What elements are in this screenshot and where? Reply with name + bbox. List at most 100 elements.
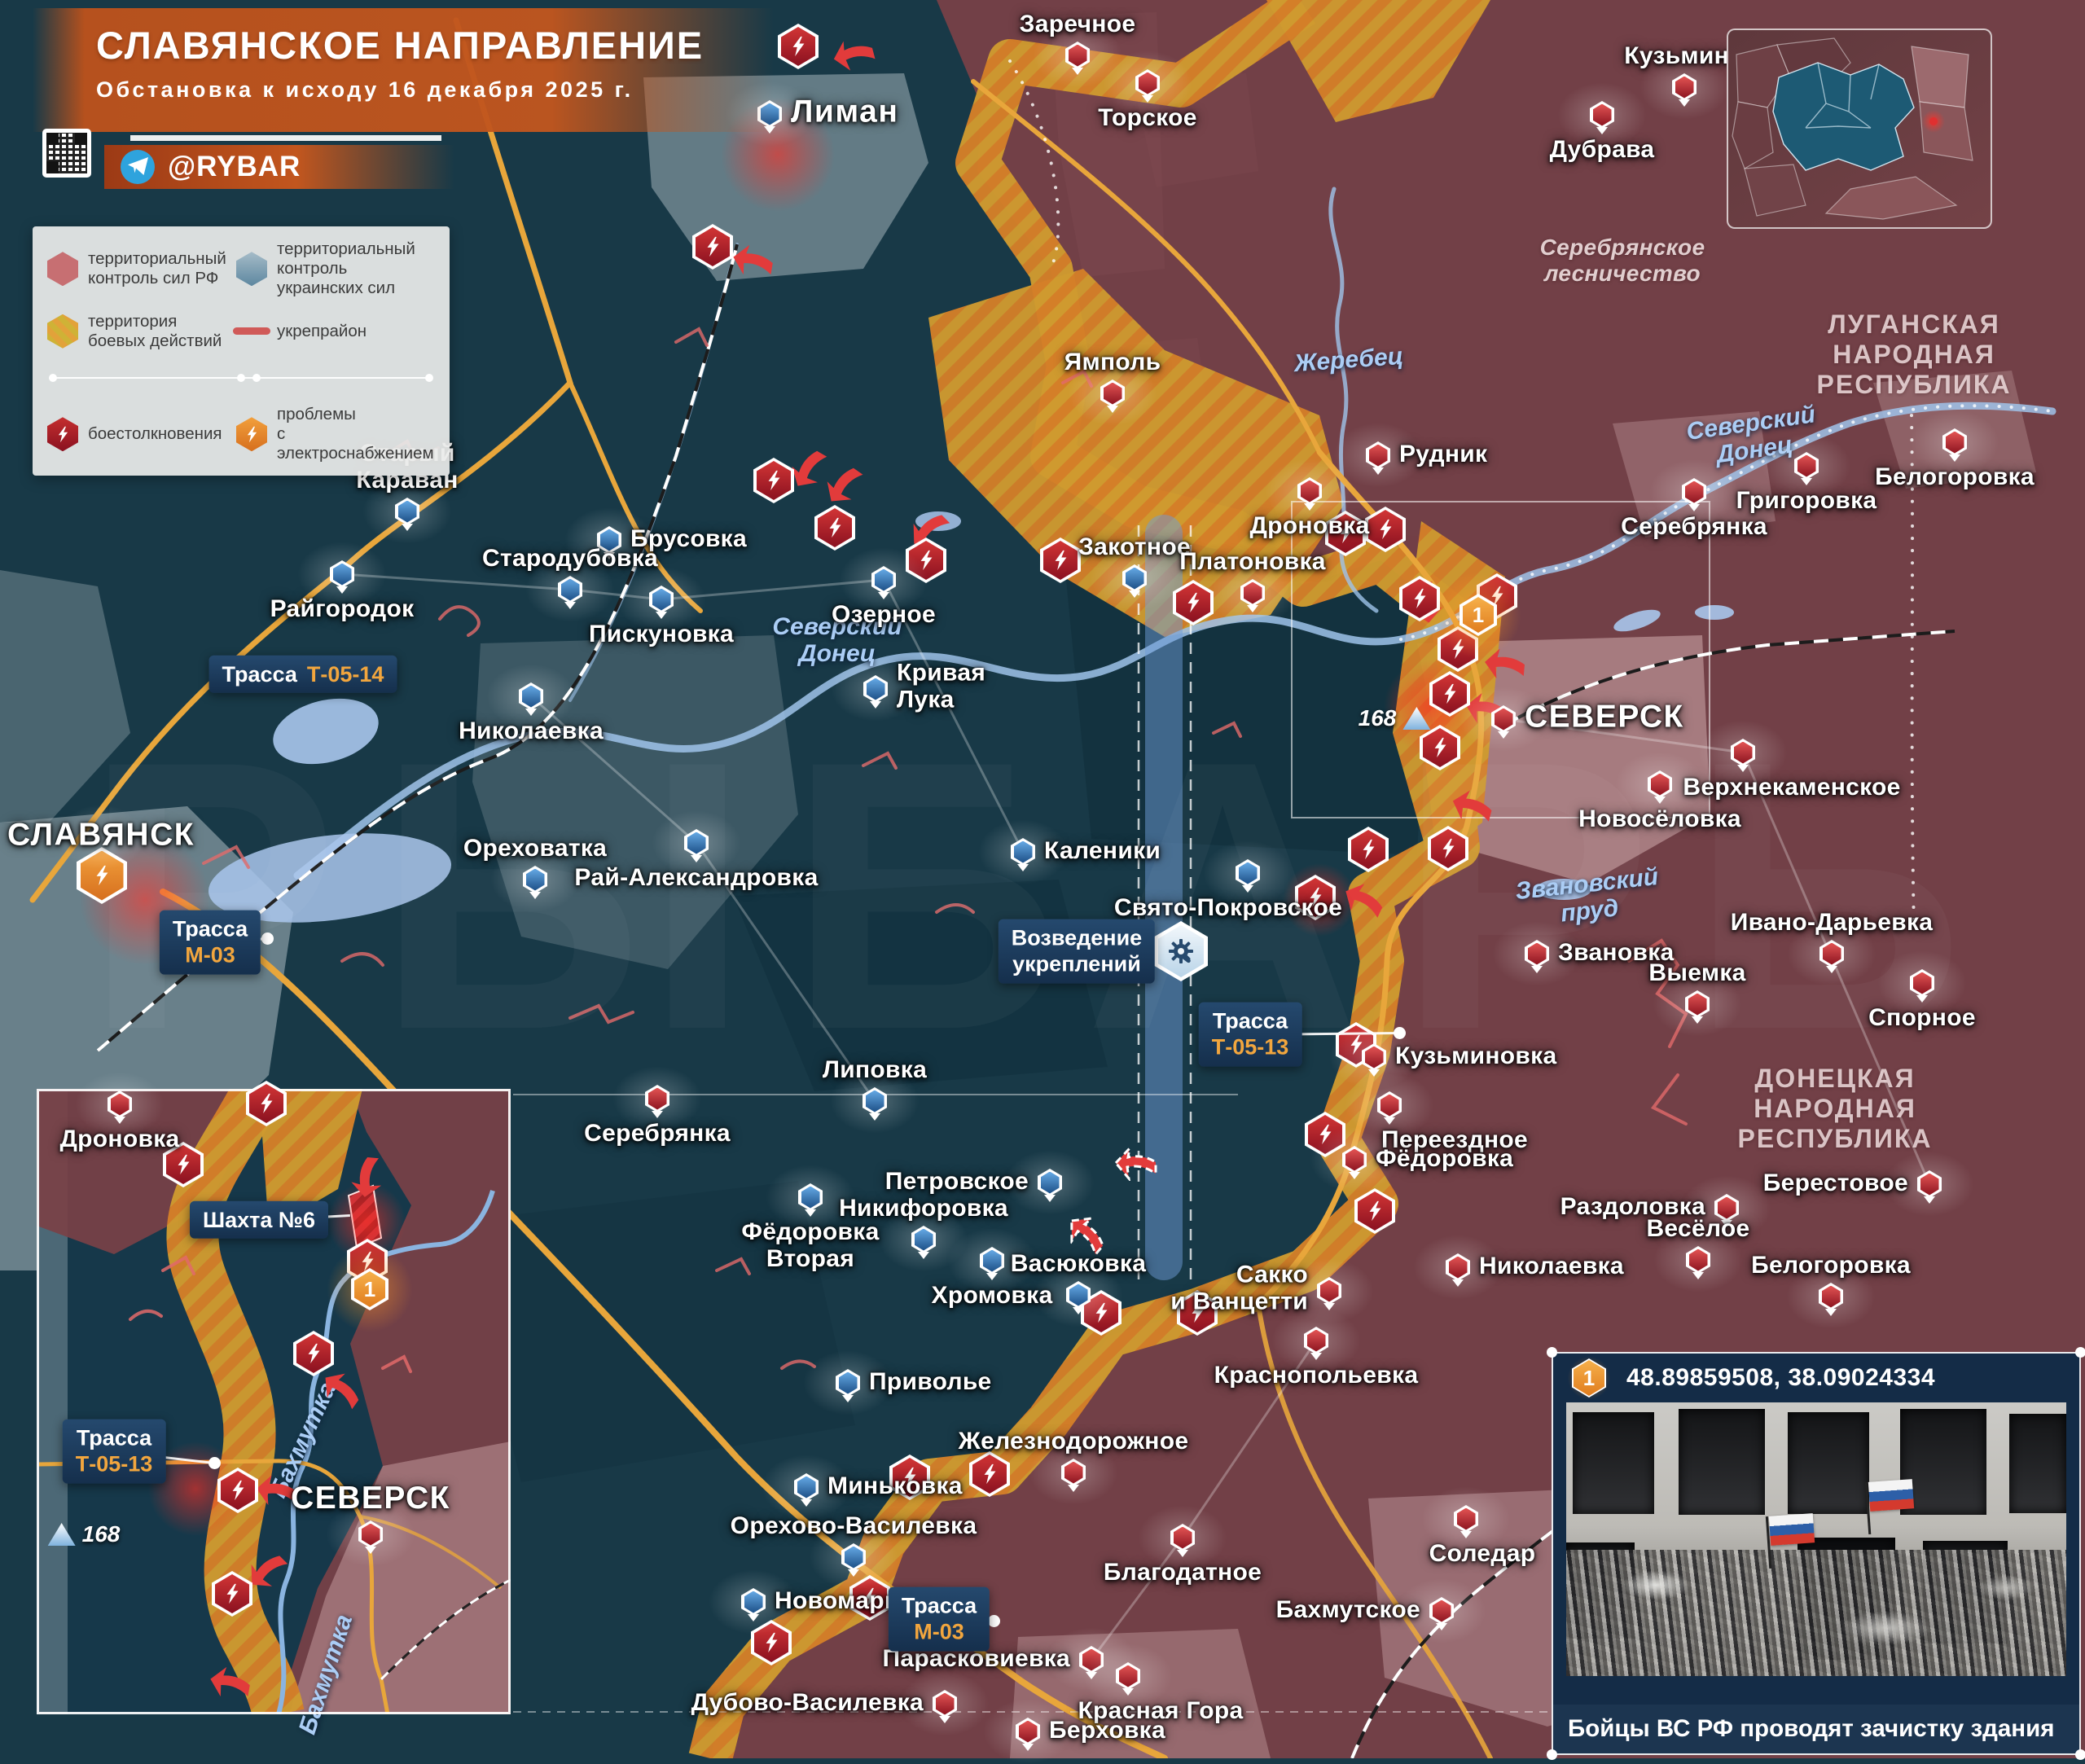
town-label: Фёдоровка bbox=[1376, 1144, 1514, 1172]
town-marker-pointer bbox=[1924, 1196, 1935, 1209]
town-marker-pointer bbox=[1436, 1623, 1447, 1636]
marker-fill bbox=[1456, 1507, 1476, 1530]
marker-fill bbox=[1103, 382, 1122, 405]
marker-fill bbox=[1138, 72, 1157, 94]
badge-hex: 1 bbox=[351, 1268, 388, 1310]
clash-fill bbox=[696, 227, 730, 266]
marker-fill bbox=[521, 685, 541, 708]
legend-label: территория боевых действий bbox=[88, 311, 222, 350]
channel-banner: @RYBAR bbox=[104, 145, 454, 189]
marker-fill bbox=[361, 1523, 380, 1546]
road-label-text: Трасса bbox=[901, 1593, 977, 1618]
badge-hex: 1 bbox=[1460, 594, 1497, 636]
town-marker-pointer bbox=[1349, 1172, 1360, 1185]
combat-zone-icon bbox=[47, 314, 78, 349]
height-marker: 168 bbox=[47, 1521, 121, 1547]
clash-fill bbox=[249, 1084, 283, 1123]
title-banner: СЛАВЯНСКОЕ НАПРАВЛЕНИЕ Обстановка к исхо… bbox=[33, 8, 774, 132]
marker-fill bbox=[1912, 972, 1932, 994]
marker-fill bbox=[1797, 454, 1816, 477]
ua-control-icon bbox=[236, 252, 267, 287]
town-marker-pointer bbox=[986, 1273, 998, 1286]
marker-fill bbox=[914, 1228, 933, 1251]
height-marker: 168 bbox=[1359, 705, 1431, 731]
town-marker-pointer bbox=[1692, 1272, 1704, 1285]
attack-arrow-icon bbox=[1058, 1205, 1116, 1262]
town-label: Ореховатка bbox=[463, 835, 608, 862]
town-marker-pointer bbox=[848, 1569, 859, 1582]
town-marker-pointer bbox=[1452, 1279, 1464, 1292]
town-marker-pointer bbox=[1107, 406, 1118, 419]
marker-fill bbox=[1013, 840, 1033, 863]
attack-arrow-icon bbox=[252, 1471, 301, 1511]
town-label: Благодатное bbox=[1103, 1559, 1262, 1586]
town-label: Петровское bbox=[884, 1167, 1029, 1195]
rubble-texture bbox=[1566, 1550, 2066, 1676]
town-marker-pointer bbox=[918, 1252, 929, 1265]
road-number: Т-05-14 bbox=[306, 661, 384, 687]
town-label: Кривая Лука bbox=[897, 659, 986, 713]
town-label: Орехово-Василевка bbox=[730, 1512, 977, 1539]
town-label: Закотное bbox=[1078, 533, 1191, 560]
road-label: Трасса Т-05-13 bbox=[62, 1419, 166, 1484]
town-label: Раздоловка bbox=[1560, 1192, 1705, 1220]
town-label: Кузьмино bbox=[1624, 42, 1745, 69]
height-value: 168 bbox=[81, 1521, 121, 1547]
height-value: 168 bbox=[1358, 705, 1397, 731]
marker-fill bbox=[1306, 1329, 1326, 1352]
clash-fill bbox=[1358, 1191, 1392, 1231]
marker-fill bbox=[1380, 1094, 1399, 1117]
town-marker-pointer bbox=[1068, 1485, 1079, 1498]
fortified-line-icon bbox=[233, 327, 270, 336]
marker-fill bbox=[982, 1249, 1002, 1272]
page-subtitle: Обстановка к исходу 16 декабря 2025 г. bbox=[96, 77, 634, 102]
town-label: Лиман bbox=[791, 94, 899, 129]
town-marker-pointer bbox=[525, 709, 537, 722]
marker-fill bbox=[935, 1692, 955, 1715]
russian-flag-icon bbox=[1868, 1479, 1915, 1512]
town-label: Торское bbox=[1098, 104, 1197, 131]
town-marker-pointer bbox=[1654, 796, 1666, 810]
town-marker-pointer bbox=[842, 1395, 854, 1408]
legend-label: боестолкновения bbox=[88, 424, 222, 444]
marker-fill bbox=[1448, 1256, 1468, 1279]
town-marker-pointer bbox=[1826, 966, 1837, 979]
clash-fill bbox=[972, 1455, 1007, 1494]
town-label: Никифоровка bbox=[839, 1195, 1008, 1222]
town-marker-pointer bbox=[1460, 1531, 1472, 1544]
marker-fill bbox=[110, 1093, 129, 1116]
marker-fill bbox=[1040, 1171, 1060, 1194]
town-label: Хромовка bbox=[931, 1282, 1053, 1309]
marker-fill bbox=[652, 588, 671, 611]
clash-fill bbox=[215, 1574, 249, 1613]
town-marker-pointer bbox=[1072, 68, 1083, 81]
qr-code bbox=[42, 129, 91, 178]
town-marker-pointer bbox=[336, 586, 348, 599]
town-label: Николаевка bbox=[459, 717, 604, 744]
town-label: Краснопольевка bbox=[1214, 1362, 1419, 1389]
attack-arrow-icon bbox=[1113, 1145, 1159, 1181]
town-label: Белогоровка bbox=[1751, 1252, 1911, 1279]
photo-coordinates: 48.89859508, 38.09024334 bbox=[1626, 1364, 1936, 1391]
marker-fill bbox=[1494, 708, 1513, 731]
clash-fill bbox=[754, 1623, 788, 1662]
town-label: Рудник bbox=[1399, 440, 1488, 467]
marker-fill bbox=[1920, 1173, 1939, 1196]
town-marker-pointer bbox=[402, 524, 413, 537]
town-label: СЕВЕРСК bbox=[1525, 699, 1684, 735]
clash-fill bbox=[1176, 583, 1210, 622]
marker-fill bbox=[874, 568, 893, 591]
connector-dot bbox=[988, 1615, 1000, 1627]
attack-arrow-icon bbox=[827, 31, 880, 77]
legend-item-rf-control: территориальный контроль сил РФ bbox=[47, 239, 236, 299]
road-label: Трасса М-03 bbox=[159, 910, 261, 975]
town-marker-pointer bbox=[365, 1547, 376, 1560]
town-label: Миньковка bbox=[827, 1472, 963, 1499]
marker-fill bbox=[397, 500, 417, 523]
photo-image bbox=[1566, 1402, 2066, 1676]
town-marker-pointer bbox=[1531, 966, 1543, 979]
town-label: Красная Гора bbox=[1078, 1697, 1244, 1724]
telegram-icon bbox=[121, 150, 155, 184]
attack-arrow-icon bbox=[238, 1542, 296, 1599]
clashes-icon bbox=[47, 417, 78, 452]
